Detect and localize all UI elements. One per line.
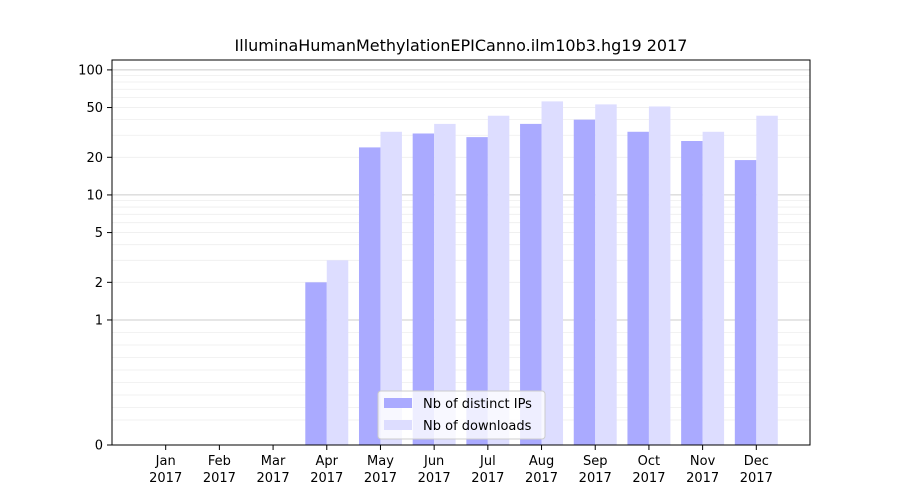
x-tick-label-month: Feb: [208, 454, 231, 469]
x-tick-label-month: Oct: [638, 454, 660, 469]
y-tick-label: 0: [95, 439, 103, 454]
bar-distinct-ips-dec: [734, 160, 757, 445]
x-tick-label-year: 2017: [632, 471, 665, 486]
bar-distinct-ips-sep: [573, 119, 596, 446]
x-tick-label-year: 2017: [579, 471, 612, 486]
x-tick-label-year: 2017: [149, 471, 182, 486]
bar-downloads-sep: [595, 104, 617, 445]
x-tick-label-year: 2017: [418, 471, 451, 486]
bar-downloads-oct: [648, 106, 671, 445]
y-axis: 0 1 2 5 10 20 50 100: [78, 63, 112, 454]
legend-label-distinct-ips: Nb of distinct IPs: [423, 397, 532, 412]
x-tick-label-year: 2017: [525, 471, 558, 486]
x-tick-label-month: Jul: [479, 454, 496, 469]
bar-downloads-dec: [756, 115, 778, 445]
bar-distinct-ips-jun: [412, 133, 435, 445]
x-tick-label-month: Jun: [423, 454, 444, 469]
bar-distinct-ips-jul: [466, 137, 488, 445]
x-tick-label-month: Nov: [690, 454, 716, 469]
x-tick-label-month: Jan: [155, 454, 176, 469]
y-tick-label: 100: [78, 63, 103, 78]
x-tick-label-month: Sep: [583, 454, 608, 469]
x-tick-label-month: May: [367, 454, 394, 469]
x-tick-label-year: 2017: [203, 471, 236, 486]
y-tick-label: 5: [95, 226, 103, 241]
bar-downloads-aug: [541, 101, 564, 445]
x-tick-label-month: Apr: [316, 454, 339, 469]
x-tick-label-year: 2017: [257, 471, 290, 486]
bar-distinct-ips-apr: [305, 282, 327, 445]
chart-title: IlluminaHumanMethylationEPICanno.ilm10b3…: [235, 36, 688, 55]
x-axis: Jan 2017 Feb 2017 Mar 2017 Apr 2017 May 2017 Jun 20…: [149, 445, 773, 486]
bar-distinct-ips-nov: [681, 140, 703, 445]
x-tick-label-year: 2017: [740, 471, 773, 486]
x-tick-label-month: Mar: [261, 454, 286, 469]
bar-distinct-ips-may: [358, 147, 381, 446]
legend-swatch-distinct-ips: [384, 398, 412, 408]
y-tick-label: 2: [95, 276, 103, 291]
bar-downloads-apr: [326, 260, 349, 445]
bar-downloads-jul: [487, 115, 510, 445]
legend: Nb of distinct IPs Nb of downloads: [377, 390, 546, 440]
x-tick-label-month: Dec: [744, 454, 769, 469]
bar-downloads-jun: [434, 123, 456, 445]
legend-label-downloads: Nb of downloads: [423, 419, 532, 434]
bar-downloads-nov: [702, 131, 725, 445]
bar-downloads-may: [380, 131, 402, 445]
bar-distinct-ips-oct: [627, 131, 649, 445]
legend-box: [377, 390, 546, 440]
y-tick-label: 50: [86, 101, 103, 116]
x-tick-label-year: 2017: [686, 471, 719, 486]
y-tick-label: 1: [95, 313, 103, 328]
plot-frame: [111, 59, 811, 446]
x-tick-label-year: 2017: [471, 471, 504, 486]
x-tick-label-month: Aug: [529, 454, 554, 469]
bars: [305, 101, 778, 446]
legend-swatch-downloads: [384, 420, 412, 430]
x-tick-label-year: 2017: [310, 471, 343, 486]
y-tick-label: 10: [86, 188, 103, 203]
x-tick-label-year: 2017: [364, 471, 397, 486]
y-tick-label: 20: [86, 151, 103, 166]
bar-distinct-ips-aug: [520, 123, 542, 445]
